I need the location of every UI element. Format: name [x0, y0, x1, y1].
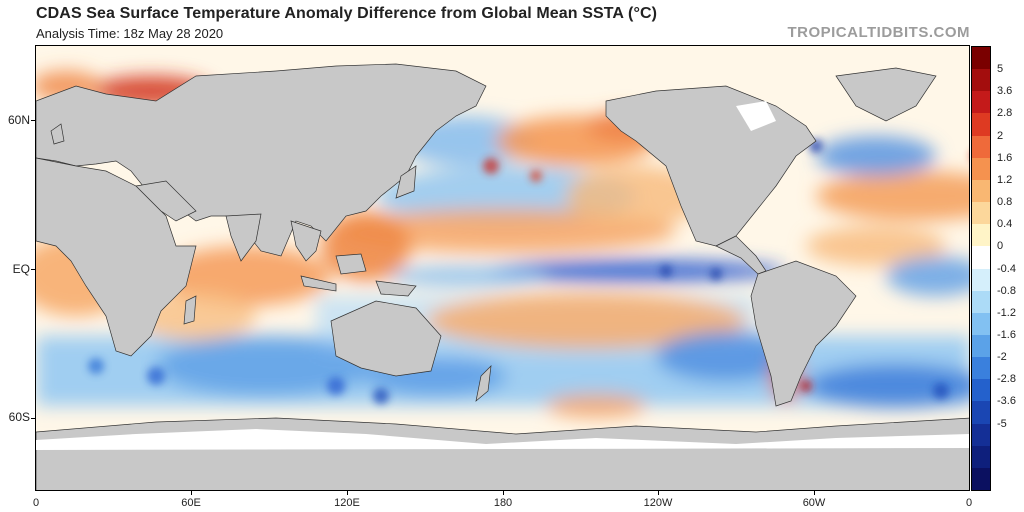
colorbar-swatch: [972, 268, 990, 292]
lat-label-60s: 60S: [8, 410, 30, 424]
brand-watermark[interactable]: TROPICALTIDBITS.COM: [787, 24, 970, 41]
colorbar-swatch: [972, 423, 990, 447]
colorbar-label: -5: [997, 417, 1007, 430]
colorbar-label: 0.8: [997, 196, 1013, 209]
lat-label-60n: 60N: [7, 113, 30, 127]
colorbar-swatch: [972, 312, 990, 336]
colorbar-swatch: [972, 401, 990, 425]
lon-tick: [347, 491, 348, 495]
colorbar-swatch: [972, 157, 990, 181]
colorbar-label: 1.2: [997, 173, 1013, 186]
anomaly-map: [35, 45, 970, 491]
colorbar-swatch: [972, 379, 990, 402]
colorbar-swatch: [972, 91, 990, 114]
lon-label-0: 0: [32, 497, 40, 509]
lat-tick: [31, 120, 35, 121]
colorbar-label: 3.6: [997, 85, 1013, 98]
colorbar-label: 0: [997, 240, 1004, 253]
colorbar-swatch: [972, 467, 990, 491]
colorbar-label: 1.6: [997, 151, 1013, 164]
colorbar-swatch: [972, 135, 990, 159]
lon-tick: [503, 491, 504, 495]
colorbar-label: -1.6: [997, 328, 1016, 341]
colorbar-swatch: [972, 224, 990, 247]
lat-label-eq: EQ: [12, 262, 30, 276]
colorbar-label: -2.8: [997, 373, 1016, 386]
lon-label-180: 180: [493, 497, 513, 509]
lon-label-60w: 60W: [802, 497, 826, 509]
colorbar-swatch: [972, 357, 990, 380]
colorbar-swatch: [972, 445, 990, 469]
map-title: CDAS Sea Surface Temperature Anomaly Dif…: [36, 5, 658, 22]
colorbar-swatch: [972, 290, 990, 314]
lon-label-0-east: 0: [965, 497, 973, 509]
sea-ice: [36, 101, 969, 450]
lon-label-60e: 60E: [181, 497, 201, 509]
lon-tick: [191, 491, 192, 495]
lon-label-120w: 120W: [643, 497, 673, 509]
colorbar-swatch: [972, 47, 990, 70]
lat-tick: [31, 269, 35, 270]
colorbar-label: -1.2: [997, 306, 1016, 319]
colorbar-swatch: [972, 113, 990, 137]
colorbar-label: -0.4: [997, 262, 1016, 275]
colorbar-swatch: [972, 179, 990, 203]
lon-tick: [814, 491, 815, 495]
colorbar: [971, 46, 991, 491]
colorbar-swatch: [972, 246, 990, 269]
colorbar-label: -2: [997, 351, 1007, 364]
lat-tick: [31, 418, 35, 419]
colorbar-swatch: [972, 202, 990, 225]
colorbar-label: 0.4: [997, 218, 1013, 231]
colorbar-label: 5: [997, 63, 1004, 76]
colorbar-label: -3.6: [997, 395, 1016, 408]
colorbar-swatch: [972, 69, 990, 92]
sst-anomaly-field: [36, 46, 969, 490]
colorbar-label: -0.8: [997, 284, 1016, 297]
lon-label-120e: 120E: [334, 497, 360, 509]
colorbar-swatch: [972, 334, 990, 358]
lon-tick: [658, 491, 659, 495]
colorbar-label: 2.8: [997, 107, 1013, 120]
analysis-time: Analysis Time: 18z May 28 2020: [36, 26, 224, 41]
colorbar-label: 2: [997, 129, 1004, 142]
